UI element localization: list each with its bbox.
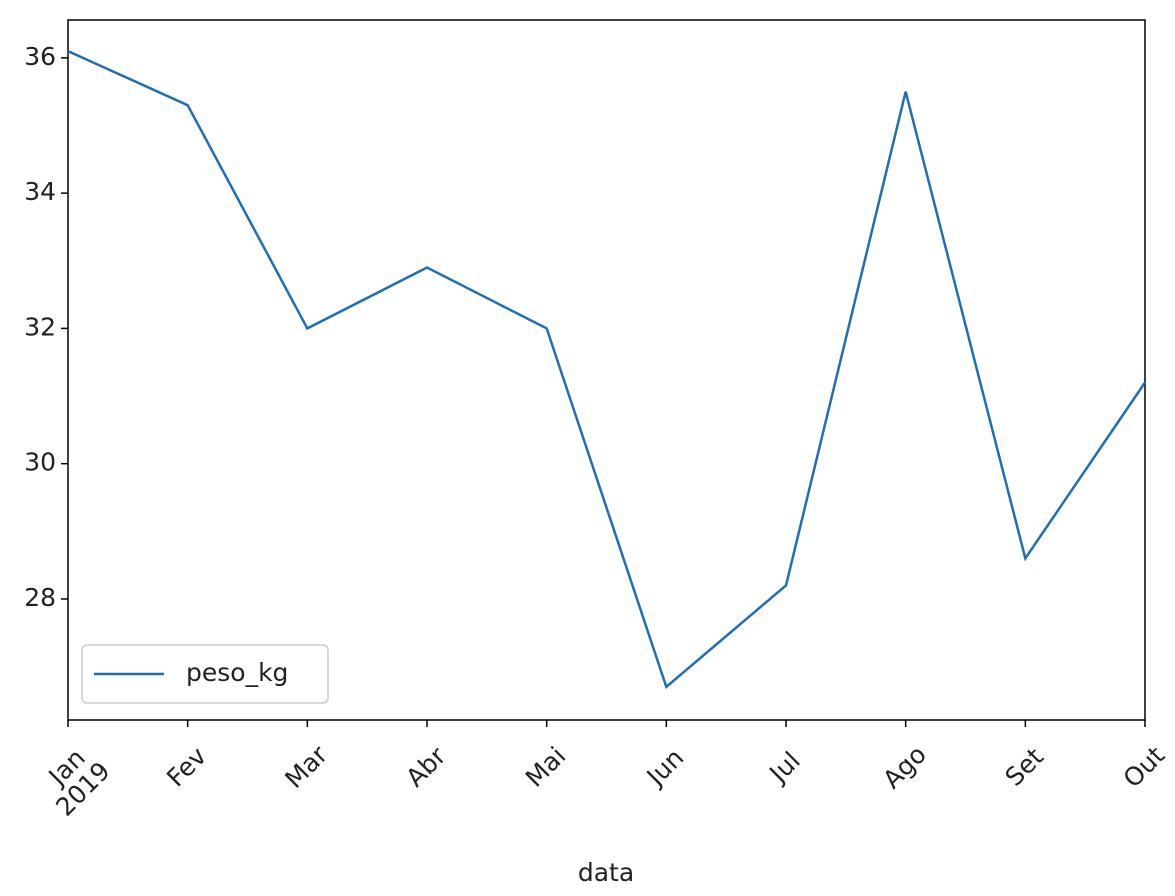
x-tick-label: Out — [1118, 741, 1171, 794]
x-tick-label: Jul — [763, 746, 806, 789]
legend-label: peso_kg — [186, 658, 288, 687]
x-tick-label: Mai — [520, 741, 572, 793]
legend-box — [81, 644, 329, 704]
x-tick-label: Jun — [640, 743, 690, 793]
y-tick-label: 30 — [24, 448, 56, 477]
plot-frame — [67, 19, 1146, 721]
x-tick-label: Abr — [400, 741, 452, 793]
y-tick-label: 36 — [24, 42, 56, 71]
data-line — [67, 49, 1147, 690]
x-tick-label: Set — [1000, 742, 1050, 792]
y-tick-label: 32 — [24, 312, 56, 341]
x-tick-label: Mar — [279, 740, 333, 794]
x-tick-label: Ago — [877, 740, 932, 795]
y-tick-label: 34 — [24, 177, 56, 206]
y-tick-label: 28 — [24, 583, 56, 612]
x-tick-label: Fev — [161, 741, 212, 792]
x-axis-label: data — [578, 858, 634, 887]
